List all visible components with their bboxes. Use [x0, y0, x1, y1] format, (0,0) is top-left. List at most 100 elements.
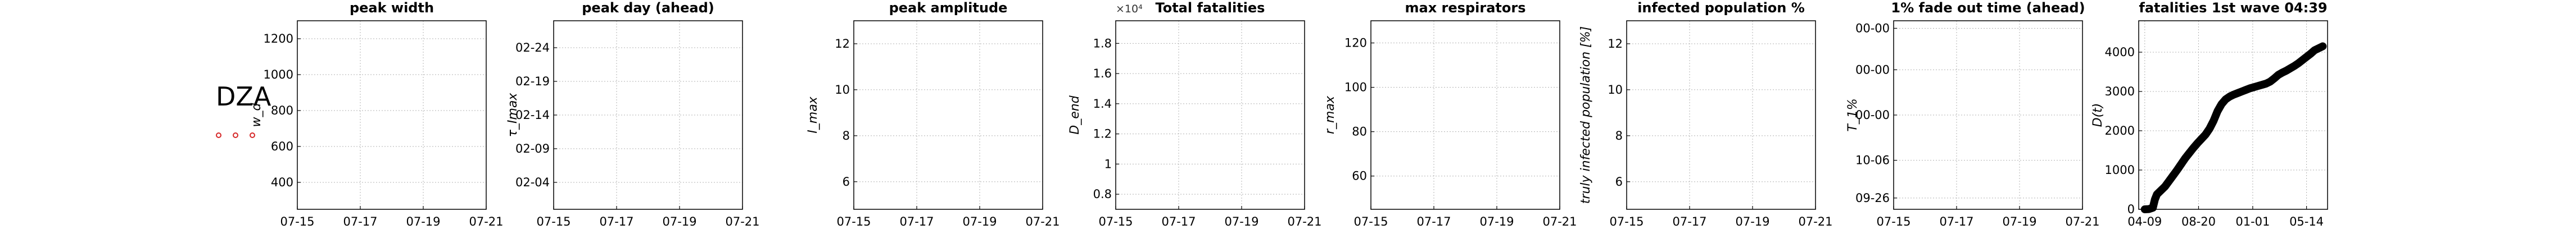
y-tick-label: 02-24	[515, 41, 550, 54]
plot-frame	[1370, 20, 1560, 210]
x-tick-label: 07-19	[962, 215, 997, 228]
y-tick-label: 1	[1104, 157, 1112, 171]
chart-panel-1: 07-15 07-17 07-19 07-21 400 600 800 1000 1200 pea…	[250, 0, 504, 228]
y-tick-label: 100	[1344, 81, 1367, 94]
plot-frame	[297, 20, 487, 210]
x-tick-label: 07-21	[1542, 215, 1577, 228]
y-axis-label: T_1%	[1846, 98, 1860, 131]
x-tick-label: 07-15	[536, 215, 571, 228]
x-tick-label: 07-19	[406, 215, 440, 228]
x-tick-label: 07-21	[1798, 215, 1832, 228]
chart-title: Total fatalities	[1156, 0, 1265, 16]
y-tick-label: 02-19	[515, 75, 550, 88]
y-tick-label: 02-09	[515, 142, 550, 155]
x-tick-label: 07-21	[2065, 215, 2099, 228]
y-tick-label: 1.4	[1093, 97, 1112, 111]
x-tick-label: 05-14	[2289, 215, 2324, 228]
y-axis-multiplier: ×10⁴	[1116, 3, 1143, 15]
chart-panel-5: 07-15 07-17 07-19 07-21 60 80 100 120 max respir…	[1323, 0, 1577, 228]
x-tick-label: 07-21	[1287, 215, 1321, 228]
x-tick-label: 07-17	[343, 215, 377, 228]
y-tick-label: 12	[835, 37, 850, 51]
chart-panel-4: 07-15 07-17 07-19 07-21 0.8 1 1.2 1.4 1.6 1.8 Tota…	[1068, 0, 1322, 228]
chart-panel-7: 07-15 07-17 07-19 07-21 09-26 10-06 00-00 00-00…	[1846, 0, 2100, 228]
y-tick-label: 0	[2127, 203, 2135, 216]
y-axis-label: w_d	[250, 102, 264, 127]
legend-markers	[216, 132, 266, 141]
marker-circle	[216, 132, 221, 138]
plot-frame	[1626, 20, 1816, 210]
y-tick-label: 10	[835, 83, 850, 97]
x-tick-label: 07-19	[1479, 215, 1514, 228]
y-tick-label: 6	[1615, 175, 1623, 189]
y-axis-label: τ_Imax	[506, 93, 520, 137]
chart-panel-6: 07-15 07-17 07-19 07-21 6 8 10 12 infected popul…	[1579, 0, 1833, 228]
y-tick-label: 4000	[2105, 45, 2135, 59]
y-tick-label: 10	[1608, 83, 1623, 97]
x-tick-label: 07-17	[599, 215, 633, 228]
x-tick-label: 08-20	[2181, 215, 2216, 228]
x-tick-label: 07-15	[1353, 215, 1388, 228]
y-tick-label: 1.8	[1093, 36, 1112, 50]
chart-title: peak amplitude	[889, 0, 1008, 16]
x-tick-label: 07-19	[1735, 215, 1769, 228]
y-tick-label: 02-14	[515, 108, 550, 122]
x-tick-label: 07-15	[1609, 215, 1644, 228]
y-tick-label: 1000	[2105, 163, 2135, 177]
x-tick-label: 07-17	[899, 215, 934, 228]
x-tick-label: 07-17	[1672, 215, 1706, 228]
chart-panel-3: 07-15 07-17 07-19 07-21 6 8 10 12 peak amplitude…	[806, 0, 1060, 228]
y-axis-label: D(t)	[2091, 103, 2105, 127]
x-tick-label: 01-01	[2235, 215, 2270, 228]
chart-title: peak width	[350, 0, 434, 16]
plot-frame	[2138, 20, 2328, 210]
y-tick-label: 1200	[264, 32, 293, 45]
x-tick-label: 07-17	[1161, 215, 1196, 228]
y-tick-label: 120	[1344, 36, 1367, 50]
chart-title: 1% fade out time (ahead)	[1891, 0, 2085, 16]
y-tick-label: 800	[271, 104, 293, 117]
y-tick-label: 1.2	[1093, 127, 1112, 141]
chart-title: fatalities 1st wave 04:39	[2139, 0, 2327, 16]
chart-title: peak day (ahead)	[582, 0, 714, 16]
x-tick-label: 07-15	[1098, 215, 1133, 228]
plot-frame	[1115, 20, 1305, 210]
y-axis-label: I_max	[806, 96, 820, 133]
y-tick-label: 60	[1352, 169, 1367, 183]
series-line	[2140, 42, 2327, 213]
y-axis-label: r_max	[1323, 95, 1337, 134]
y-tick-label: 02-04	[515, 176, 550, 189]
y-tick-label: 80	[1352, 125, 1367, 139]
y-tick-label: 00-00	[1855, 21, 1890, 35]
x-tick-label: 07-21	[469, 215, 503, 228]
y-tick-label: 8	[1615, 129, 1623, 143]
marker-circle	[250, 132, 255, 138]
y-tick-label: 8	[843, 129, 850, 143]
x-tick-label: 07-17	[1416, 215, 1451, 228]
y-tick-label: 400	[271, 176, 293, 189]
y-tick-label: 2000	[2105, 124, 2135, 137]
y-tick-label: 1000	[264, 68, 293, 81]
x-tick-label: 07-19	[1224, 215, 1258, 228]
x-tick-label: 07-15	[1876, 215, 1911, 228]
y-tick-label: 00-00	[1855, 63, 1890, 76]
y-axis-label: truly infected population [%]	[1579, 26, 1593, 204]
x-tick-label: 07-15	[280, 215, 314, 228]
y-tick-label: 6	[843, 175, 850, 189]
chart-panel-2: 07-15 07-17 07-19 07-21 02-04 02-09 02-14 02-19…	[506, 0, 760, 228]
chart-panel-8: 04-09 08-20 01-01 05-14 0 1000 2000 3000 4000 fat…	[2091, 0, 2328, 228]
chart-title: infected population %	[1637, 0, 1805, 16]
x-tick-label: 07-15	[836, 215, 871, 228]
x-tick-label: 07-21	[1025, 215, 1060, 228]
x-tick-label: 07-21	[725, 215, 759, 228]
x-tick-label: 04-09	[2127, 215, 2162, 228]
x-tick-label: 07-17	[1939, 215, 1973, 228]
country-label: DZA	[216, 81, 271, 112]
y-tick-label: 00-00	[1855, 108, 1890, 122]
y-tick-label: 3000	[2105, 85, 2135, 98]
chart-title: max respirators	[1405, 0, 1526, 16]
x-tick-label: 07-19	[662, 215, 696, 228]
marker-circle	[233, 132, 238, 138]
y-axis-label: D_end	[1068, 95, 1082, 134]
